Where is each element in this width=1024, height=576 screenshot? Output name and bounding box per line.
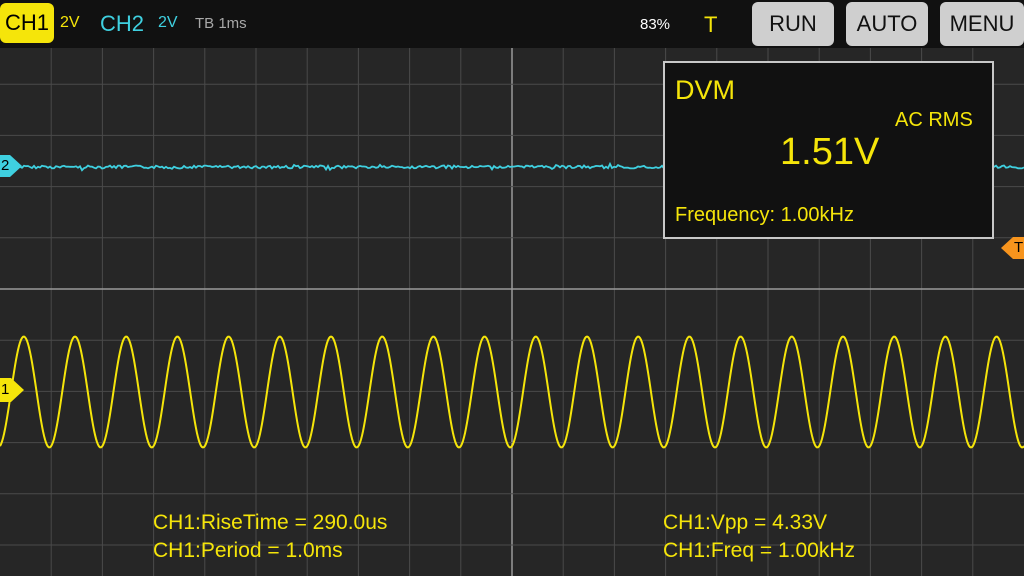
- ch1-marker-label: 1: [1, 381, 10, 398]
- ch1-scale[interactable]: 2V: [60, 14, 80, 31]
- ch1-marker[interactable]: 1: [0, 378, 24, 402]
- auto-button[interactable]: AUTO: [846, 2, 928, 46]
- trigger-level-marker[interactable]: T: [1001, 237, 1024, 259]
- trigger-indicator[interactable]: T: [704, 12, 718, 37]
- ch2-scale[interactable]: 2V: [158, 14, 178, 31]
- dvm-title: DVM: [675, 75, 735, 105]
- top-bar: CH1 2V CH2 2V TB 1ms 83% T RUN AUTO MENU: [0, 0, 1024, 48]
- ch1-button[interactable]: CH1: [0, 3, 54, 43]
- battery-level: 83%: [640, 16, 671, 33]
- run-button[interactable]: RUN: [752, 2, 834, 46]
- ch2-marker-label: 2: [1, 157, 10, 174]
- ch2-button[interactable]: CH2: [100, 11, 145, 36]
- trigger-marker-label: T: [1014, 239, 1024, 256]
- menu-button[interactable]: MENU: [940, 2, 1024, 46]
- ch2-marker[interactable]: 2: [0, 155, 22, 177]
- measurement-rise-time: CH1:RiseTime = 290.0us: [153, 511, 388, 534]
- measurement-vpp: CH1:Vpp = 4.33V: [663, 511, 828, 534]
- dvm-mode: AC RMS: [895, 109, 973, 131]
- dvm-value: 1.51V: [780, 131, 880, 173]
- measurement-freq: CH1:Freq = 1.00kHz: [663, 539, 855, 562]
- measurement-period: CH1:Period = 1.0ms: [153, 539, 343, 562]
- dvm-frequency: Frequency: 1.00kHz: [675, 204, 854, 226]
- timebase-label[interactable]: TB 1ms: [195, 15, 247, 32]
- ch1-trace: [0, 335, 1024, 449]
- dvm-panel[interactable]: DVM AC RMS 1.51V Frequency: 1.00kHz: [663, 61, 994, 239]
